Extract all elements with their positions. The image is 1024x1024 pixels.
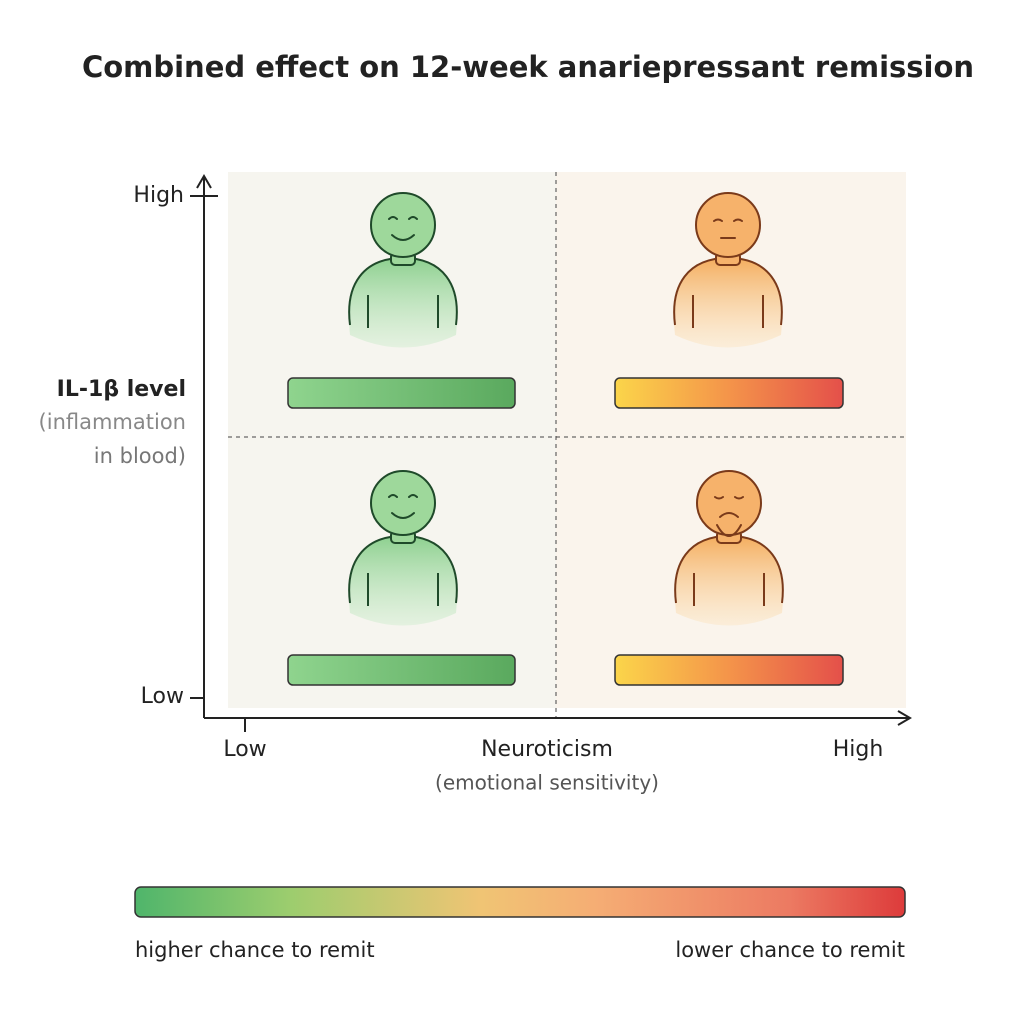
figure-face xyxy=(714,496,744,537)
figure-face xyxy=(388,494,418,519)
y-low: Low xyxy=(141,684,184,709)
outcome-bar xyxy=(287,377,516,409)
figure-body xyxy=(674,258,782,348)
figure-face xyxy=(713,218,743,239)
axes xyxy=(190,174,912,732)
y-sublabel: in blood) xyxy=(94,444,186,468)
figure-head xyxy=(696,470,762,536)
legend-right: lower chance to remit xyxy=(675,938,905,962)
title: Combined effect on 12-week anariepressan… xyxy=(82,50,974,84)
outcome-bar xyxy=(614,377,844,409)
x-high: High xyxy=(833,737,884,762)
figure-body xyxy=(349,536,457,626)
figure-head xyxy=(695,192,761,258)
outcome-bar xyxy=(614,654,844,686)
x-label: Neuroticism xyxy=(481,737,613,762)
figure-body xyxy=(675,536,783,626)
outcome-bar xyxy=(287,654,516,686)
figure-body xyxy=(349,258,457,348)
y-high: High xyxy=(133,183,184,208)
figure-face xyxy=(388,216,418,241)
legend-left: higher chance to remit xyxy=(135,938,375,962)
figure-head xyxy=(370,192,436,258)
x-sublabel: (emotional sensitivity) xyxy=(435,771,659,795)
x-low: Low xyxy=(223,737,266,762)
figures xyxy=(348,192,784,626)
legend-bar xyxy=(134,886,906,918)
y-label: IL-1β level xyxy=(57,377,186,402)
y-sublabel: (inflammation xyxy=(39,410,186,434)
figure-head xyxy=(370,470,436,536)
